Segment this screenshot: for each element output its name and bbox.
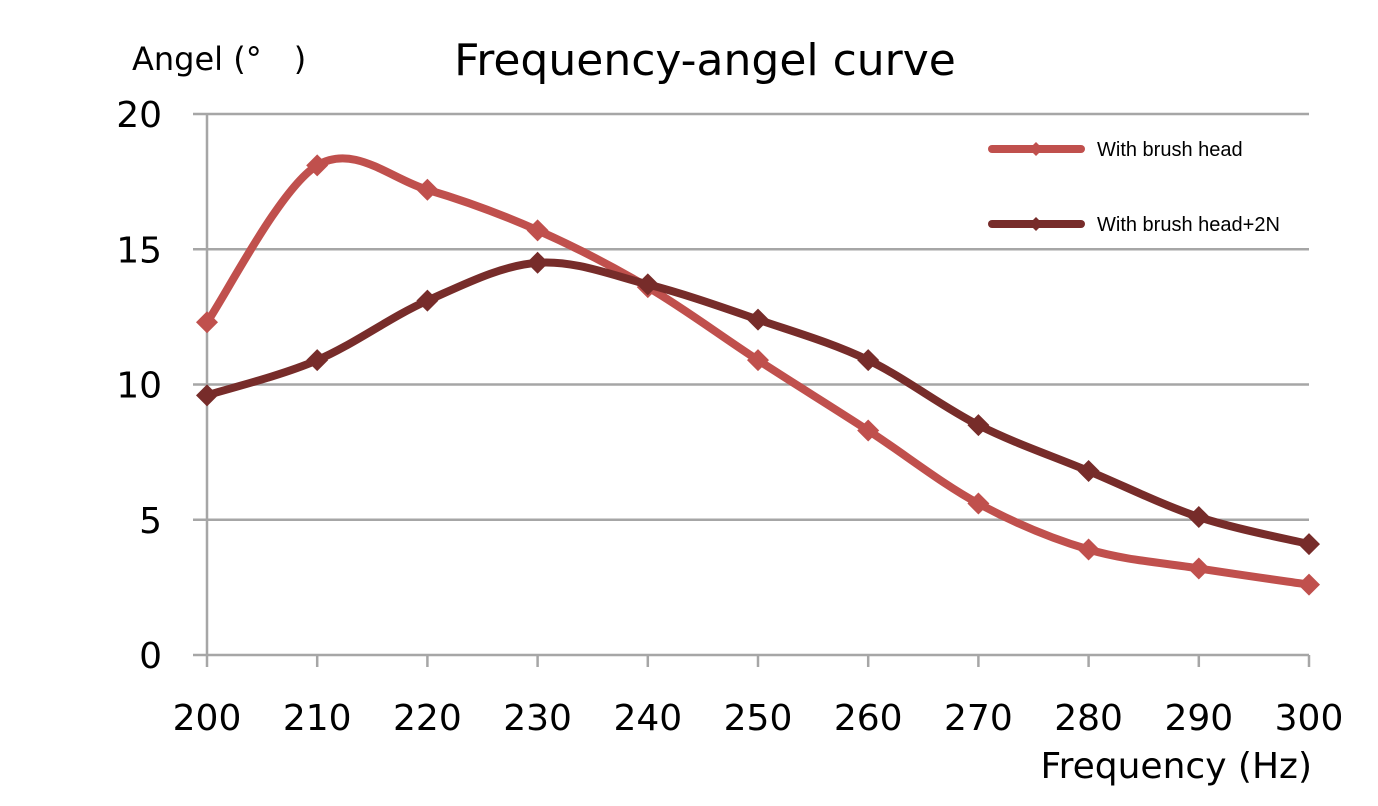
series-2-marker — [857, 349, 880, 372]
series-1-marker — [1298, 573, 1320, 596]
chart-title: Frequency-angel curve — [454, 35, 956, 86]
series-1-marker — [526, 219, 549, 242]
series-1-marker — [857, 419, 880, 442]
x-tick-label: 220 — [393, 698, 462, 739]
x-tick-label: 300 — [1275, 698, 1344, 739]
series-2-marker — [526, 251, 549, 274]
series-1-marker — [1077, 538, 1100, 561]
series-1-marker — [416, 178, 439, 201]
series-1-marker — [196, 311, 218, 334]
series-2-marker — [416, 289, 439, 312]
legend-marker-2 — [1029, 217, 1043, 231]
y-tick-label: 0 — [139, 636, 162, 677]
series-2-marker — [1298, 533, 1320, 556]
x-tick-label: 250 — [724, 698, 793, 739]
y-tick-label: 15 — [116, 230, 162, 271]
x-tick-label: 210 — [283, 698, 352, 739]
x-tick-label: 260 — [834, 698, 903, 739]
x-tick-label: 280 — [1054, 698, 1123, 739]
series-line-2 — [203, 258, 1313, 549]
series-1-marker — [306, 154, 329, 177]
series-1-marker — [747, 349, 769, 372]
series-2-marker — [967, 414, 990, 437]
axes: 0 5 10 15 20 200 210 220 230 240 250 260 270 280 290 30… — [116, 95, 1343, 739]
series-2-marker — [196, 384, 218, 407]
legend: With brush head With brush head+2N — [988, 139, 1280, 236]
y-tick-label: 5 — [139, 501, 162, 542]
x-tick-label: 290 — [1164, 698, 1233, 739]
series-2-marker — [1187, 506, 1210, 529]
x-axis-label: Frequency (Hz) — [1041, 746, 1312, 787]
legend-marker-1 — [1029, 142, 1043, 156]
y-axis-label: Angel (° ) — [132, 40, 306, 78]
y-tick-label: 20 — [116, 95, 162, 136]
series-2-marker — [747, 308, 769, 331]
series-1-marker — [1187, 557, 1210, 580]
series-1-marker — [967, 492, 990, 515]
series-2-marker — [1077, 460, 1100, 483]
x-tick-label: 200 — [173, 698, 242, 739]
y-tick-label: 10 — [116, 366, 162, 407]
x-tick-label: 240 — [613, 698, 682, 739]
legend-label-1: With brush head — [1097, 139, 1243, 161]
grid — [193, 112, 1309, 521]
x-tick-label: 230 — [503, 698, 572, 739]
series-layer — [196, 154, 1320, 596]
x-tick-label: 270 — [944, 698, 1013, 739]
legend-label-2: With brush head+2N — [1097, 214, 1280, 236]
series-line-1 — [203, 154, 1313, 589]
series-2-marker — [636, 273, 659, 296]
series-2-marker — [306, 349, 329, 372]
